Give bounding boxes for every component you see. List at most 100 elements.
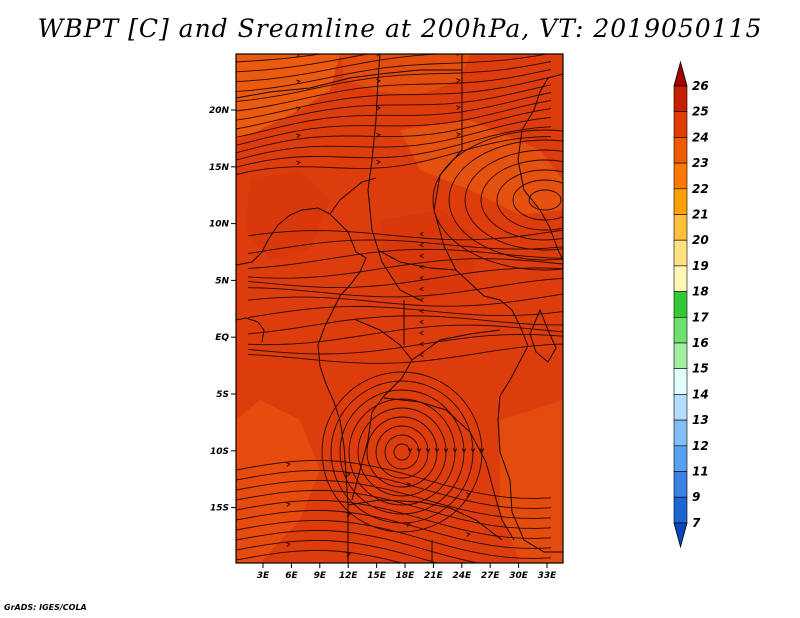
streamline	[236, 84, 552, 130]
streamline-arrow	[296, 79, 301, 85]
streamline	[247, 343, 563, 364]
streamline	[236, 99, 552, 146]
streamline	[236, 54, 550, 93]
colorbar-segment	[673, 137, 688, 164]
streamline	[432, 129, 563, 271]
streamline	[236, 76, 552, 121]
streamline	[236, 460, 552, 499]
colorbar-label: 20	[692, 233, 709, 247]
streamline	[464, 149, 563, 251]
colorbar-label: 25	[692, 105, 709, 119]
streamline	[247, 305, 563, 319]
streamline	[236, 520, 552, 559]
colorbar-label: 7	[692, 516, 701, 530]
lon-tick-label: 21E	[424, 571, 444, 581]
streamlines	[236, 54, 563, 563]
coastlines-and-borders	[236, 54, 563, 563]
streamline	[236, 61, 552, 102]
streamline-arrow	[419, 341, 424, 347]
streamline	[236, 540, 439, 563]
field-shade	[236, 54, 340, 140]
lon-tick-label: 33E	[538, 571, 558, 581]
streamline-arrow	[416, 448, 422, 453]
streamline	[448, 139, 563, 261]
lon-tick-label: 27E	[481, 571, 501, 581]
colorbar-label: 24	[692, 130, 709, 144]
streamline-arrow	[406, 522, 411, 527]
streamline-arrow	[479, 448, 485, 453]
lon-tick-label: 12E	[339, 571, 359, 581]
map-frame	[235, 53, 564, 564]
streamline-arrow	[419, 253, 424, 259]
streamline-arrow	[296, 160, 301, 166]
colorbar-label: 22	[692, 182, 709, 196]
lat-tick-label: 15S	[210, 504, 229, 514]
streamline	[247, 258, 563, 279]
streamline	[247, 324, 563, 346]
streamline-arrow	[376, 159, 381, 165]
colorbar-label: 26	[692, 79, 709, 93]
streamline	[236, 108, 552, 154]
streamline	[247, 315, 563, 335]
lon-tick-label: 3E	[257, 571, 270, 581]
colorbar-label: 15	[692, 362, 709, 376]
grads-credit: GrADS: IGES/COLA	[4, 603, 87, 612]
lat-tick-label: 20N	[209, 106, 230, 116]
lat-tick-label: EQ	[215, 333, 229, 343]
streamline	[496, 169, 563, 231]
field-shade	[400, 120, 563, 215]
field-shade	[500, 400, 563, 563]
colorbar-segment	[673, 265, 688, 292]
streamline	[236, 500, 552, 539]
streamline-arrow	[419, 308, 424, 314]
streamline-arrow	[419, 352, 424, 358]
colorbar-segment	[673, 85, 688, 113]
streamline-arrow	[376, 105, 381, 111]
latitude-axis: 20N 15N 10N 5N EQ 5S 10S 15S	[209, 106, 236, 514]
streamline	[247, 293, 563, 307]
streamline-arrow	[452, 448, 458, 453]
streamline-arrow	[461, 448, 467, 453]
lon-tick-label: 24E	[452, 571, 472, 581]
colorbar-label: 17	[692, 310, 709, 324]
streamline-arrow	[425, 448, 431, 453]
field-shade	[340, 54, 470, 95]
field-shade	[245, 170, 330, 260]
streamline-arrow	[419, 330, 424, 336]
streamline	[236, 92, 552, 138]
streamline-arrow	[419, 231, 424, 237]
streamline-arrow	[466, 532, 471, 537]
field-shade	[380, 210, 480, 300]
streamline-arrow	[376, 132, 381, 138]
streamline-arrow	[456, 105, 461, 110]
colorbar-label: 21	[692, 208, 709, 222]
streamline	[236, 68, 552, 112]
streamline	[247, 229, 563, 241]
lat-tick-label: 15N	[209, 163, 230, 173]
streamline	[247, 239, 563, 254]
streamline-arrow	[419, 286, 424, 292]
streamline	[236, 136, 552, 179]
colorbar-label: 11	[692, 465, 709, 479]
streamline	[236, 126, 552, 170]
colorbar-segment	[673, 394, 688, 421]
streamline	[236, 116, 552, 161]
lon-tick-label: 6E	[285, 571, 298, 581]
streamline	[236, 550, 404, 563]
streamline-arrow	[443, 448, 449, 453]
field-shade	[236, 400, 320, 563]
lat-tick-label: 10N	[209, 220, 230, 230]
streamline	[236, 54, 323, 63]
streamline	[247, 248, 563, 269]
streamline-arrow	[406, 482, 411, 487]
colorbar-label: 19	[692, 259, 709, 273]
map-panel	[236, 54, 563, 563]
streamline-arrow	[434, 448, 440, 453]
colorbar-segment	[673, 445, 688, 472]
colorbar-segment	[673, 471, 688, 498]
streamline-arrow	[296, 133, 301, 139]
colorbar-segment	[673, 496, 688, 524]
streamline-arrow	[419, 319, 424, 325]
colorbar-segment	[673, 111, 688, 138]
